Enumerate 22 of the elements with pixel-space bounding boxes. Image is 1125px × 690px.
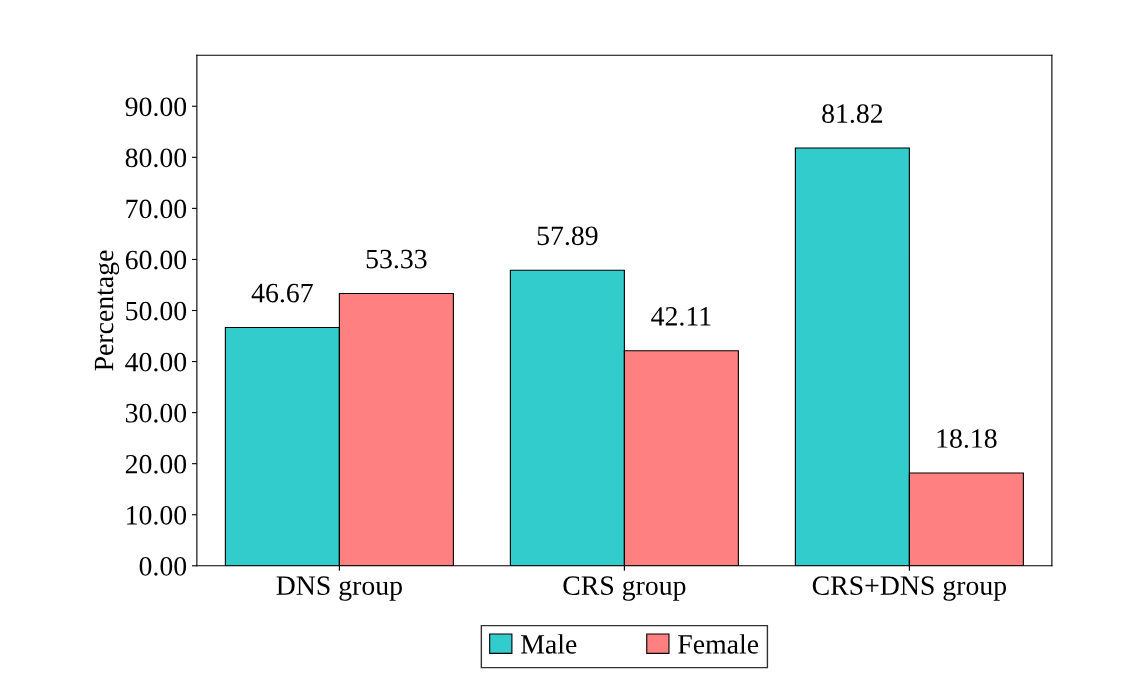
data-label: 46.67 — [251, 283, 313, 303]
x-tick-label: DNS group — [276, 576, 402, 601]
data-label: 81.82 — [822, 104, 883, 124]
y-tick-label: 50.00 — [126, 301, 187, 321]
y-tick-label: 40.00 — [125, 352, 187, 372]
y-tick-label: 0.00 — [139, 556, 187, 576]
y-tick-label: 80.00 — [125, 148, 187, 168]
y-tick-label: 20.00 — [125, 454, 187, 474]
data-label: 18.18 — [937, 429, 997, 449]
y-tick-label: 30.00 — [125, 403, 187, 423]
x-tick-label: CRS+DNS group — [812, 576, 1007, 601]
y-tick-label: 10.00 — [127, 505, 187, 525]
legend-label: Female — [678, 634, 759, 654]
y-axis-title: Percentage — [94, 250, 120, 371]
y-tick-label: 60.00 — [125, 250, 187, 270]
data-label: 57.89 — [537, 226, 598, 246]
y-tick-label: 90.00 — [125, 97, 187, 117]
data-label: 42.11 — [651, 307, 711, 326]
x-tick-label: CRS group — [563, 576, 686, 601]
data-label: 53.33 — [366, 249, 427, 269]
legend-label: Male — [521, 634, 577, 654]
y-tick-label: 70.00 — [126, 199, 187, 219]
